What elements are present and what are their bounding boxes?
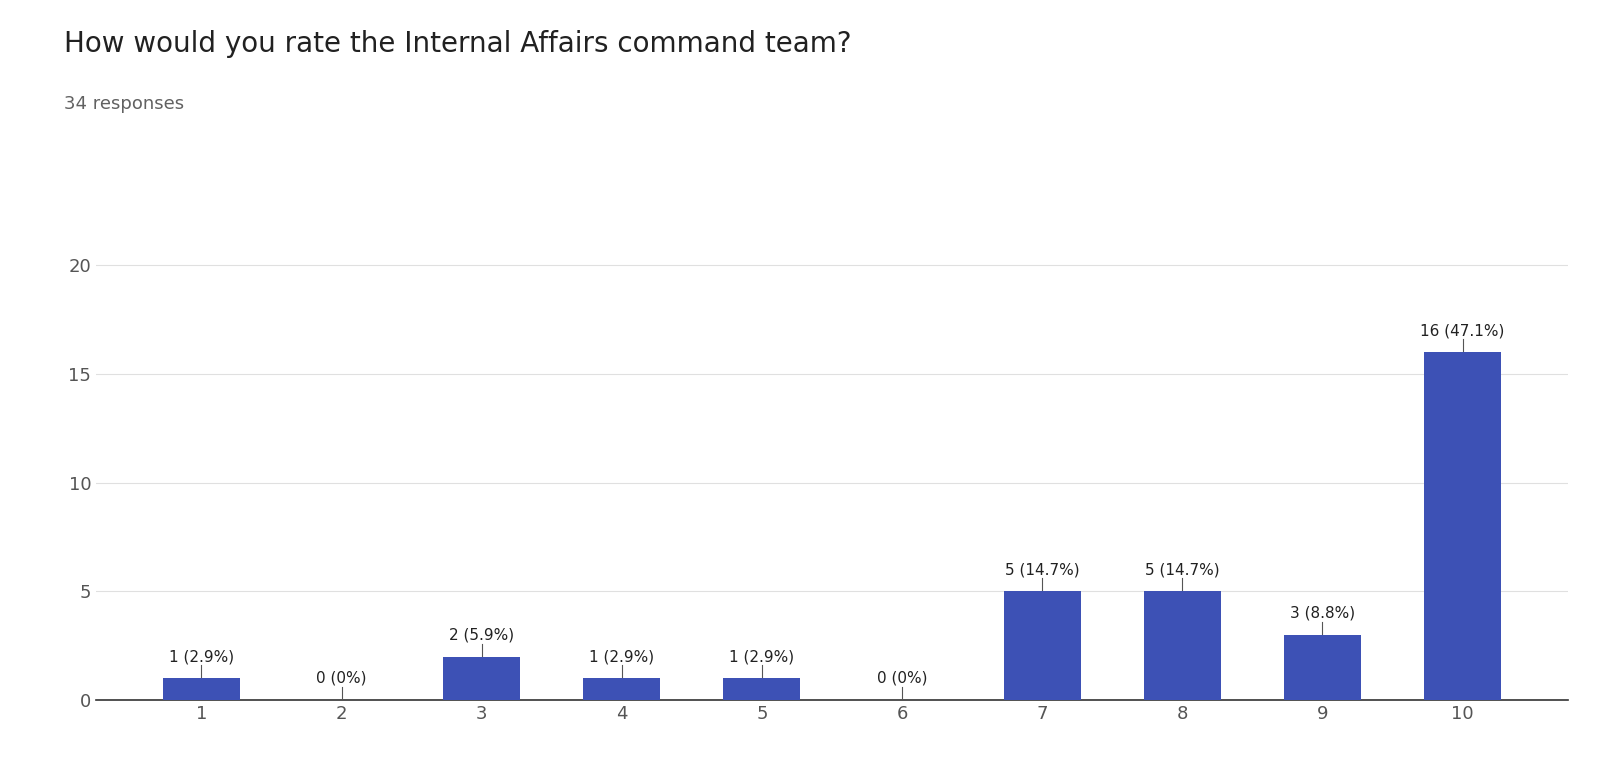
Text: How would you rate the Internal Affairs command team?: How would you rate the Internal Affairs … [64,30,851,59]
Text: 5 (14.7%): 5 (14.7%) [1005,562,1080,578]
Bar [584,678,661,700]
Bar [1424,352,1501,700]
Text: 34 responses: 34 responses [64,95,184,113]
Bar [163,678,240,700]
Text: 3 (8.8%): 3 (8.8%) [1290,606,1355,621]
Bar [723,678,800,700]
Text: 1 (2.9%): 1 (2.9%) [730,649,795,664]
Text: 1 (2.9%): 1 (2.9%) [589,649,654,664]
Text: 5 (14.7%): 5 (14.7%) [1146,562,1219,578]
Text: 2 (5.9%): 2 (5.9%) [450,628,514,642]
Bar [443,657,520,700]
Text: 0 (0%): 0 (0%) [877,671,928,686]
Text: 1 (2.9%): 1 (2.9%) [170,649,234,664]
Bar [1283,635,1362,700]
Text: 0 (0%): 0 (0%) [317,671,366,686]
Text: 16 (47.1%): 16 (47.1%) [1421,323,1504,338]
Bar [1144,591,1221,700]
Bar [1003,591,1080,700]
